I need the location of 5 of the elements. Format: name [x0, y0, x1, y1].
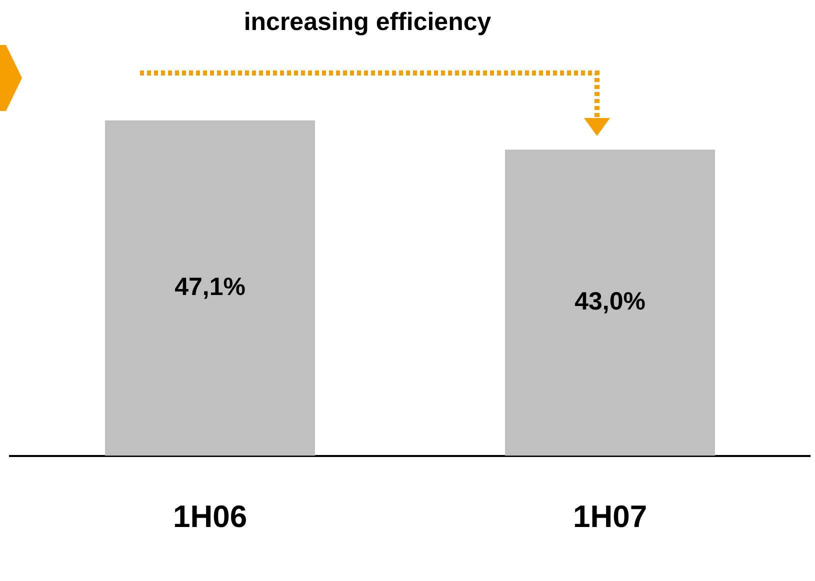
x-tick-label: 1H07: [572, 498, 648, 534]
data-label: 43,0%: [574, 288, 646, 316]
x-tick-label: 1H06: [172, 498, 248, 534]
text: increasing efficiency: [242, 8, 492, 37]
data-label: 47,1%: [174, 272, 246, 301]
